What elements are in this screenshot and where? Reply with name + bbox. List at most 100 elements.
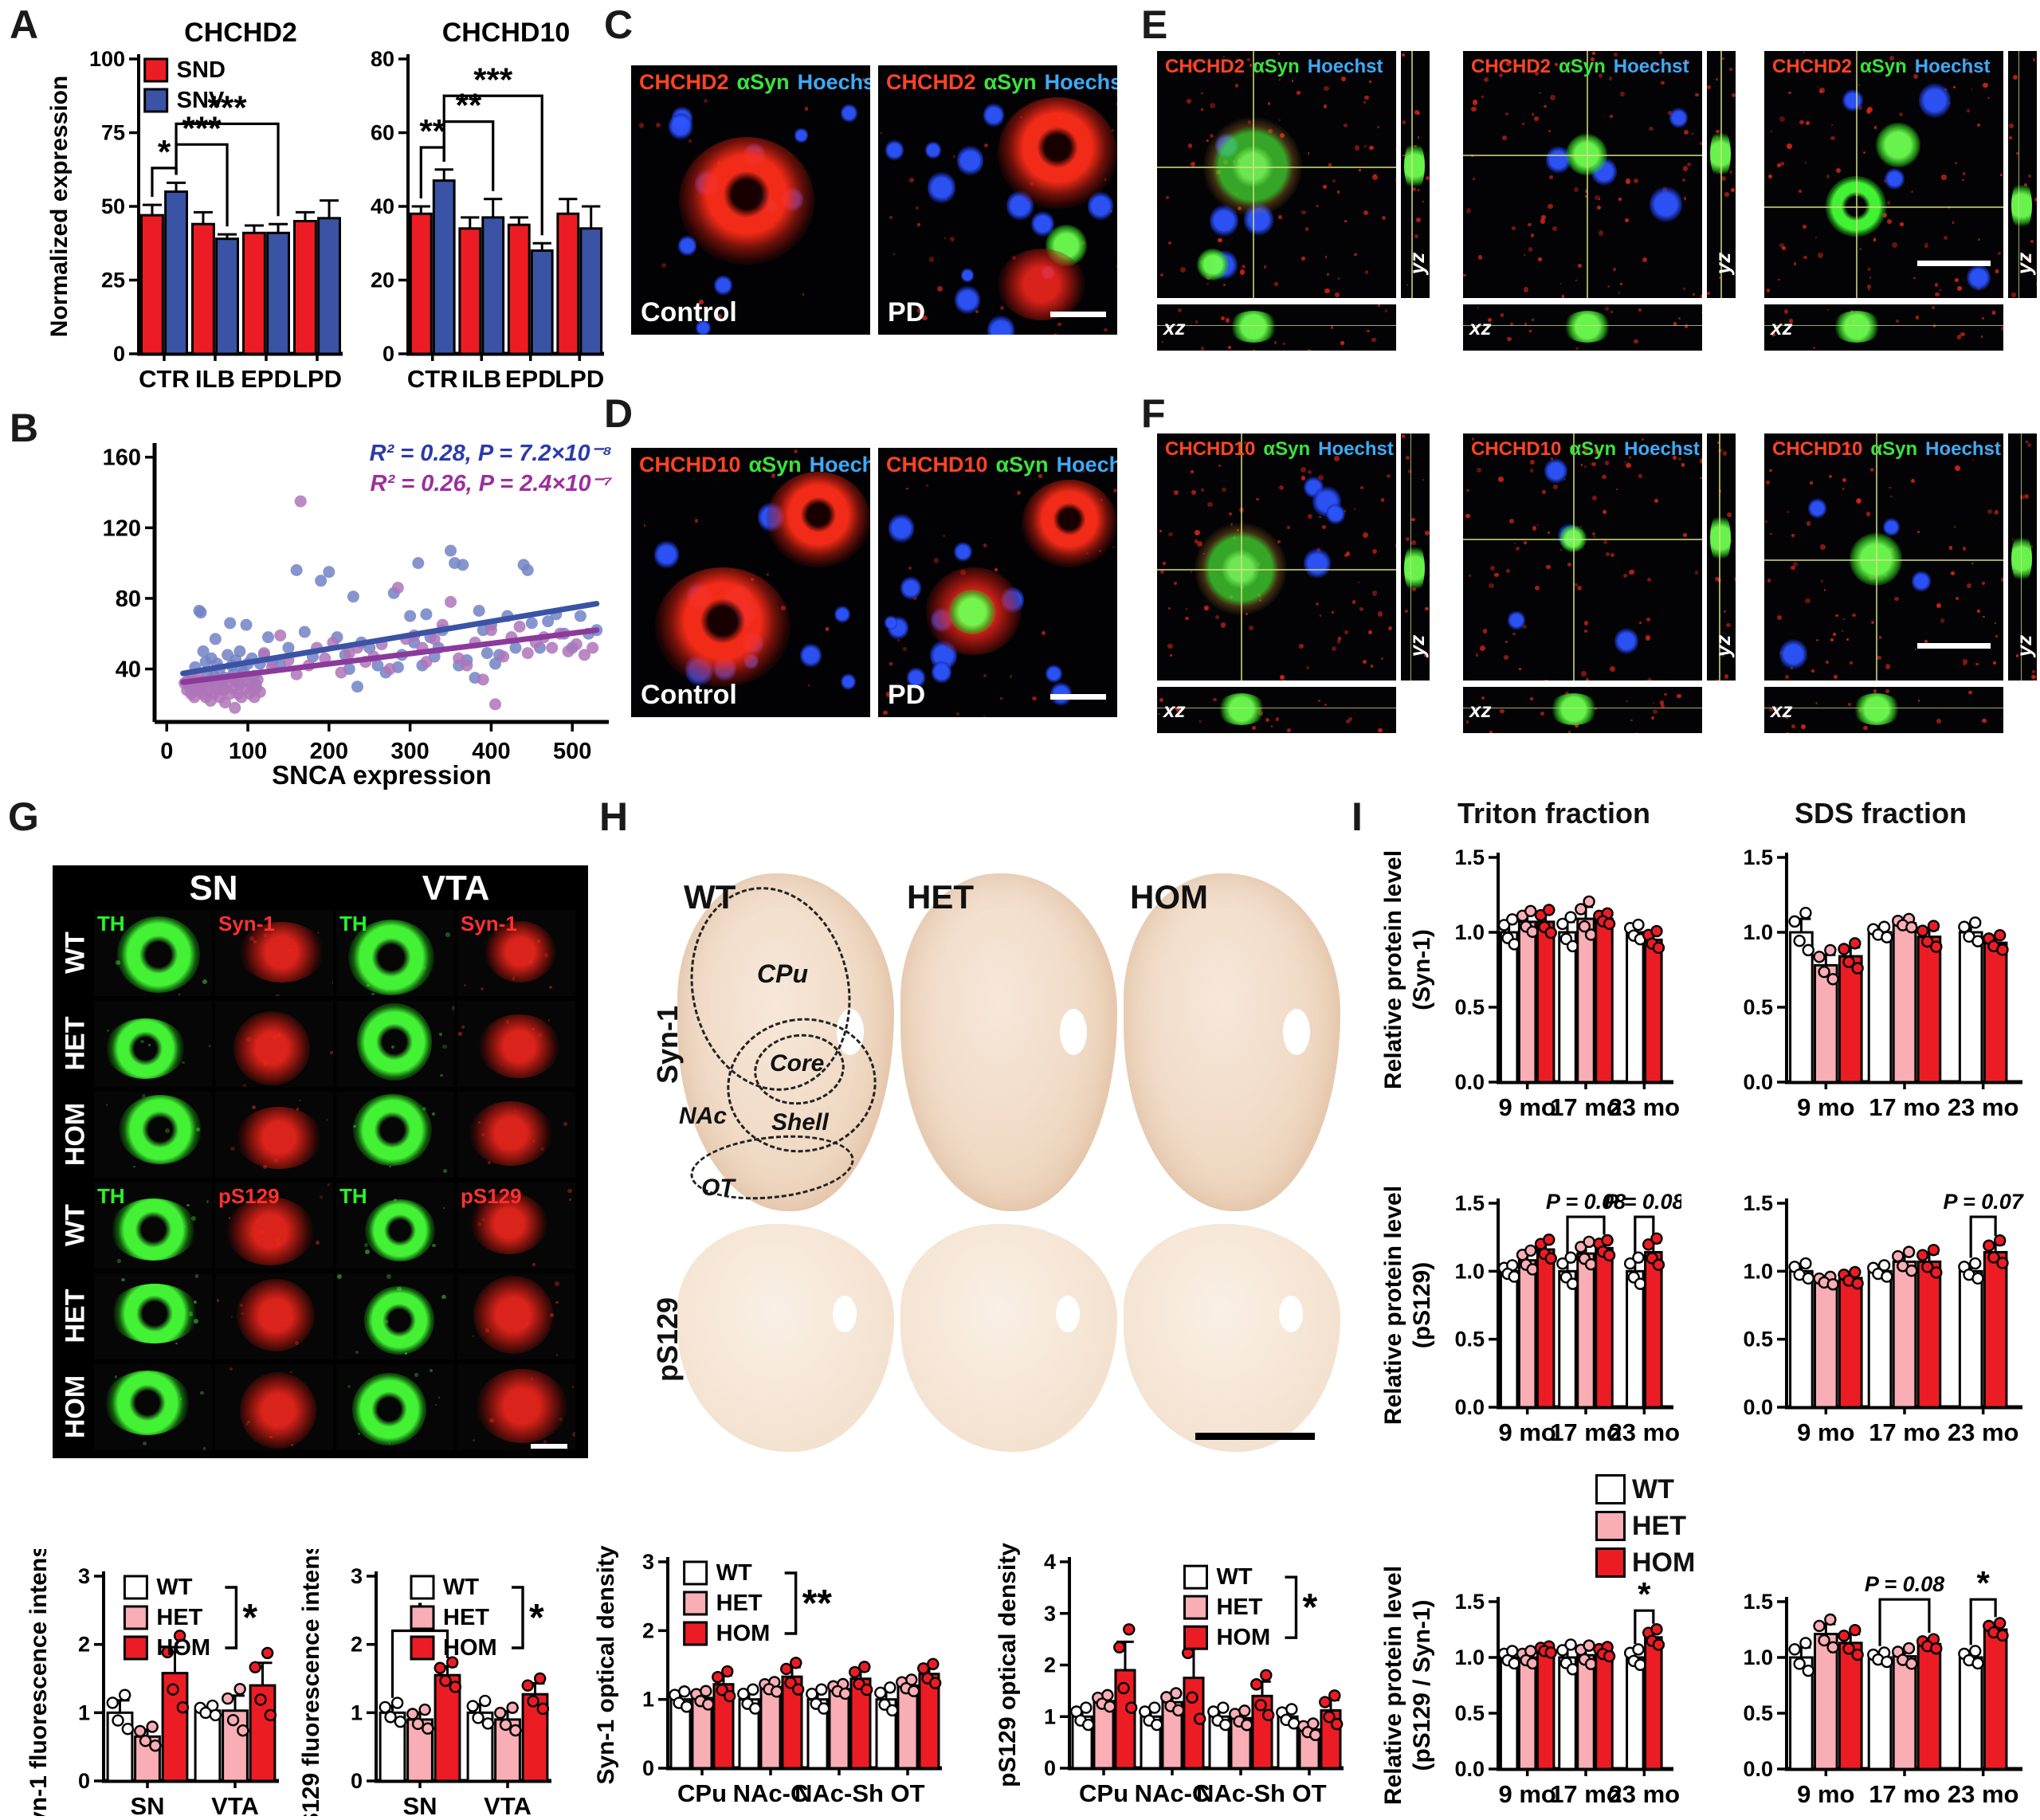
speckle xyxy=(1867,107,1873,112)
svg-text:Relative protein level: Relative protein level xyxy=(1380,1566,1406,1805)
speckle xyxy=(2009,124,2014,128)
asyn-inclusion xyxy=(1404,139,1425,192)
micro-cell-WT-SN: TH xyxy=(94,910,212,996)
data-dot xyxy=(1825,945,1835,955)
speckle xyxy=(1982,719,1987,724)
speckle xyxy=(353,1125,356,1128)
data-dot xyxy=(1586,1659,1596,1669)
speckle xyxy=(1899,112,1903,116)
speckle xyxy=(1187,99,1191,104)
speckle xyxy=(1887,201,1890,204)
speckle xyxy=(1223,159,1229,165)
svg-text:120: 120 xyxy=(103,516,141,541)
speckle xyxy=(1842,488,1845,490)
svg-text:17 mo: 17 mo xyxy=(1869,1780,1940,1808)
speckle xyxy=(396,1252,399,1255)
data-dot xyxy=(849,1667,860,1677)
yz-projection-label: yz xyxy=(2012,253,2037,274)
speckle xyxy=(1963,172,1966,175)
scatter-point-CHCHD2 xyxy=(233,645,245,657)
scatter-point-CHCHD2 xyxy=(473,605,485,617)
speckle xyxy=(1815,237,1817,238)
speckle xyxy=(191,1216,196,1221)
speckle xyxy=(944,665,946,667)
speckle xyxy=(808,684,810,686)
data-dot xyxy=(703,1699,713,1709)
speckle xyxy=(290,1371,292,1373)
speckle xyxy=(1191,470,1194,473)
speckle xyxy=(1034,696,1037,700)
speckle xyxy=(1519,668,1521,670)
data-dot xyxy=(1995,930,2005,940)
data-dot xyxy=(256,1694,266,1704)
speckle xyxy=(194,1300,197,1304)
legend-swatch-WT xyxy=(1184,1566,1206,1588)
nucleus xyxy=(1885,168,1905,190)
speckle xyxy=(1575,724,1579,728)
speckle xyxy=(1548,204,1553,210)
speckle xyxy=(1500,709,1504,713)
speckle xyxy=(1259,599,1261,602)
channel-label-TH: TH xyxy=(339,912,367,936)
speckle xyxy=(717,161,721,165)
speckle xyxy=(159,1413,163,1417)
speckle xyxy=(1603,510,1606,514)
bar-HOM-17 mo xyxy=(1596,1248,1613,1407)
ortho-xz-view: xz xyxy=(1157,687,1396,733)
data-dot xyxy=(1567,941,1578,951)
speckle xyxy=(264,1062,266,1065)
speckle xyxy=(430,1369,434,1373)
data-dot xyxy=(1973,1273,1983,1284)
speckle xyxy=(906,488,908,489)
data-dot xyxy=(1586,1259,1596,1269)
speckle xyxy=(1722,57,1724,60)
speckle xyxy=(1592,496,1597,500)
speckle xyxy=(544,953,549,958)
speckle xyxy=(1528,247,1532,251)
nucleus xyxy=(1006,190,1033,221)
speckle xyxy=(912,595,917,600)
speckle xyxy=(1320,551,1321,552)
speckle xyxy=(245,1423,248,1426)
bar-WT-9 mo xyxy=(1791,1271,1813,1407)
marker-Hoechst: Hoechst xyxy=(1614,56,1689,77)
svg-text:9 mo: 9 mo xyxy=(1797,1780,1854,1808)
speckle xyxy=(1369,146,1373,150)
stain-row-label-syn1: Syn-1 xyxy=(651,981,685,1108)
data-dot xyxy=(1635,1279,1646,1289)
speckle xyxy=(422,1107,426,1111)
micro-cell-HOM-VTA xyxy=(457,1364,575,1450)
speckle xyxy=(152,981,155,983)
speckle xyxy=(1863,726,1867,730)
data-dot xyxy=(1126,1703,1136,1713)
svg-text:80: 80 xyxy=(116,586,141,612)
bar-HOM-9 mo xyxy=(1839,1278,1862,1407)
bar-HET-17 mo xyxy=(1578,1655,1595,1769)
speckle xyxy=(550,1313,554,1317)
marker-αSyn: αSyn xyxy=(996,453,1049,477)
speckle xyxy=(481,1133,484,1136)
data-dot xyxy=(1566,912,1576,923)
svg-text:*: * xyxy=(1976,1564,1990,1602)
marker-αSyn: αSyn xyxy=(984,70,1037,94)
scatter-point-CHCHD10 xyxy=(254,686,266,698)
sds-fraction-title: SDS fraction xyxy=(1753,797,2008,830)
nucleus xyxy=(1591,158,1617,186)
speckle xyxy=(1283,343,1285,345)
nucleus xyxy=(1919,83,1951,118)
image-caption: PD xyxy=(888,680,925,711)
th-soma xyxy=(357,1003,432,1081)
micro-cell-WT-SN: Syn-1 xyxy=(215,910,333,996)
speckle xyxy=(1562,295,1564,297)
speckle xyxy=(1109,210,1112,213)
speckle xyxy=(1550,95,1556,100)
speckle xyxy=(799,500,803,504)
nucleus xyxy=(1912,571,1931,591)
svg-text:0: 0 xyxy=(642,1756,654,1780)
data-dot xyxy=(1853,1649,1863,1660)
crosshair-horizontal xyxy=(1463,325,1702,326)
